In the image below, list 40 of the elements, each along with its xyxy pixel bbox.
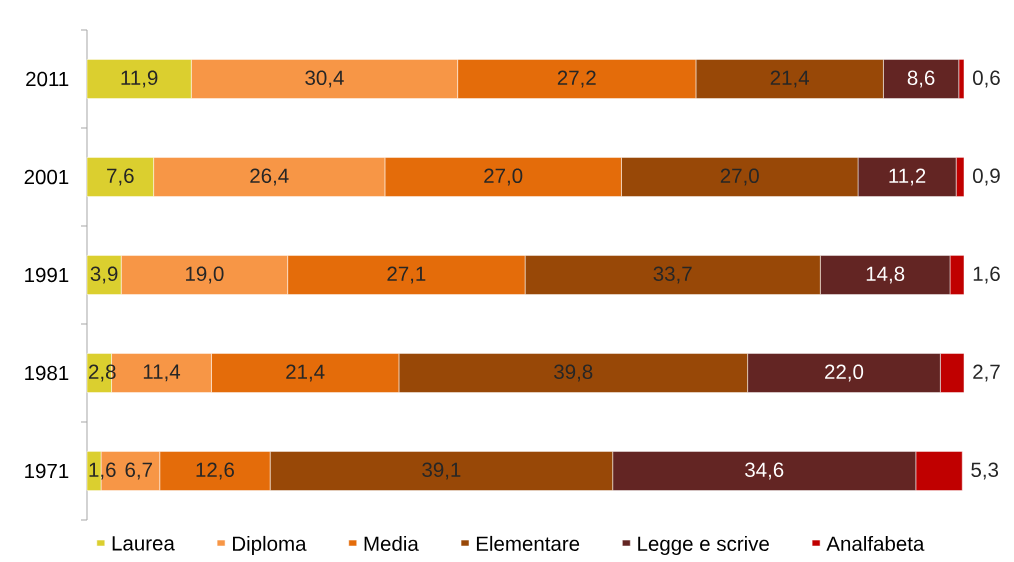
legend-label: Legge e scrive: [638, 535, 769, 556]
legend-label: Analfabeta: [826, 535, 925, 551]
data-label: 21,4: [286, 364, 325, 382]
data-label: 11,9: [121, 70, 158, 88]
data-label: 8,6: [907, 70, 935, 88]
data-label: 3,9: [90, 266, 118, 284]
data-label: 21,4: [770, 70, 809, 88]
y-tick-label: 2001: [24, 169, 69, 185]
legend-label: Media: [364, 535, 419, 551]
data-label: 27,2: [557, 70, 596, 88]
data-label: 14,8: [866, 266, 905, 284]
data-label: 2,7: [973, 364, 1000, 382]
data-label: 0,6: [973, 70, 1000, 88]
legend-label: Diploma: [233, 535, 307, 556]
data-label: 6,7: [125, 462, 152, 480]
data-label: 33,7: [653, 266, 692, 284]
data-label: 22,0: [825, 364, 864, 382]
legend-label: Laurea: [112, 536, 175, 551]
data-label: 30,4: [305, 70, 344, 88]
data-label: 34,6: [745, 462, 784, 480]
y-tick-label: 1971: [25, 463, 69, 479]
data-label: 27,1: [387, 266, 426, 284]
y-tick-label: 2011: [26, 71, 69, 87]
y-tick-label: 1981: [25, 365, 69, 381]
y-tick-label: 1991: [25, 267, 69, 283]
data-label: 0,9: [973, 168, 1000, 186]
data-label: 12,6: [196, 462, 234, 480]
data-label: 11,2: [889, 168, 926, 186]
data-label: 27,0: [484, 168, 523, 186]
data-label: 26,4: [250, 168, 289, 186]
data-label: 11,4: [143, 364, 181, 382]
data-label: 19,0: [186, 266, 224, 284]
data-label: 39,8: [554, 364, 593, 382]
data-label: 1,6: [89, 462, 116, 480]
data-label: 1,6: [973, 266, 1000, 284]
legend-label: Elementare: [476, 535, 580, 551]
data-label: 27,0: [720, 168, 759, 186]
data-label: 5,3: [971, 462, 999, 480]
data-label: 39,1: [422, 462, 461, 480]
data-label: 7,6: [107, 168, 134, 186]
